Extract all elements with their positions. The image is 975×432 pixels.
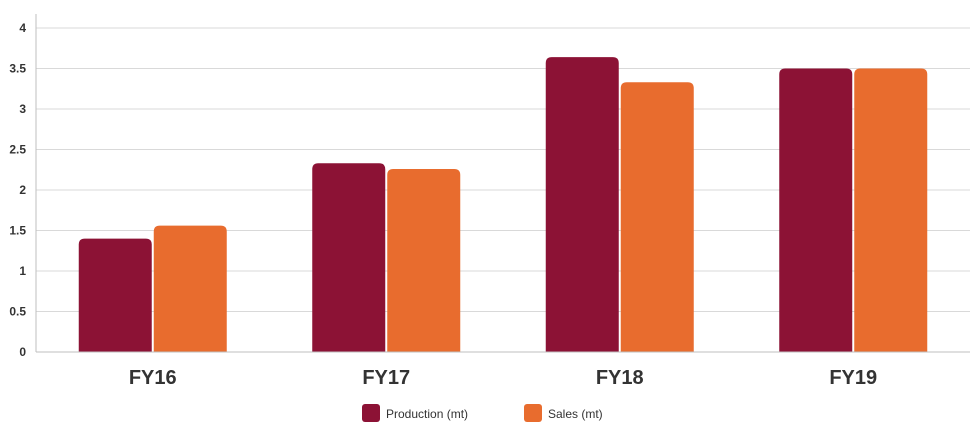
y-tick-label: 0 bbox=[19, 345, 26, 359]
y-tick-label: 2.5 bbox=[9, 143, 26, 157]
y-tick-label: 1.5 bbox=[9, 224, 26, 238]
y-tick-label: 1 bbox=[19, 264, 26, 278]
y-tick-label: 3.5 bbox=[9, 62, 26, 76]
legend-swatch-sales bbox=[524, 404, 542, 422]
bars bbox=[78, 57, 928, 353]
bar-fy18-production bbox=[545, 57, 619, 352]
bar-fy16-sales bbox=[153, 225, 227, 352]
axes: 0 0.5 1 1.5 2 2.5 3 3.5 4 FY16 FY17 FY18 FY19 bbox=[9, 14, 970, 389]
legend-swatch-production bbox=[362, 404, 380, 422]
y-tick-label: 4 bbox=[19, 21, 26, 35]
x-tick-label: FY17 bbox=[362, 367, 410, 389]
y-tick-label: 2 bbox=[19, 183, 26, 197]
legend-label-production: Production (mt) bbox=[386, 407, 468, 421]
x-tick-label: FY18 bbox=[596, 367, 644, 389]
y-tick-label: 3 bbox=[19, 102, 26, 116]
bar-fy19-sales bbox=[854, 68, 928, 352]
legend-label-sales: Sales (mt) bbox=[548, 407, 603, 421]
bar-fy17-sales bbox=[387, 168, 461, 352]
y-tick-label: 0.5 bbox=[9, 305, 26, 319]
legend: Production (mt) Sales (mt) bbox=[362, 404, 603, 422]
bar-fy19-production bbox=[779, 68, 853, 352]
x-tick-label: FY16 bbox=[129, 367, 177, 389]
x-tick-label: FY19 bbox=[829, 367, 877, 389]
bar-fy16-production bbox=[78, 238, 152, 352]
bar-fy17-production bbox=[312, 163, 386, 352]
bar-fy18-sales bbox=[620, 82, 694, 353]
